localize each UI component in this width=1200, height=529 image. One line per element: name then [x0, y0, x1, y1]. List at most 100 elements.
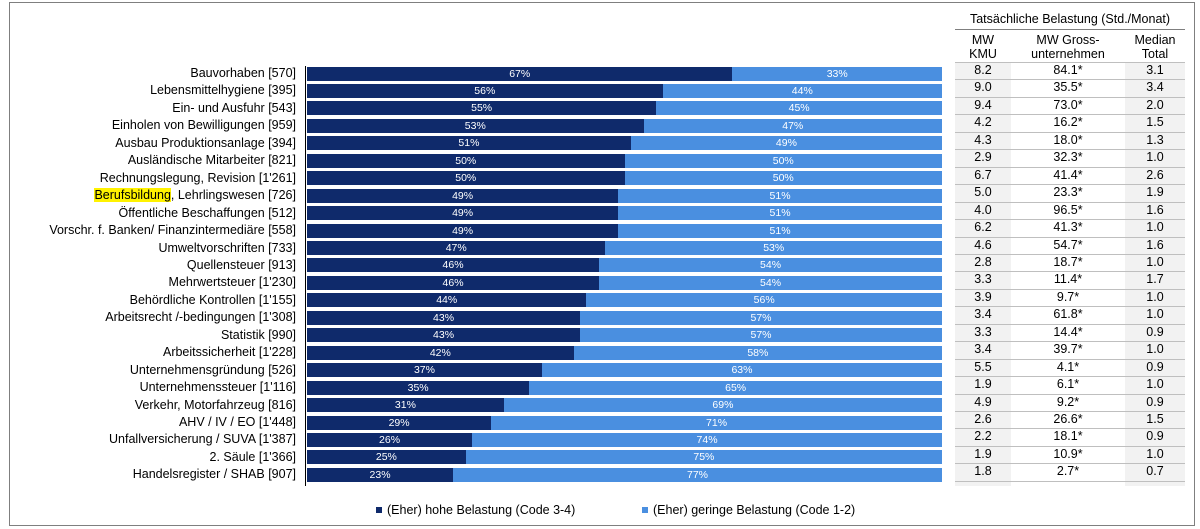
table-cell: 1.0	[1146, 254, 1164, 269]
table-cell: 1.9	[1146, 185, 1164, 200]
table-cell: 26.6*	[1053, 412, 1083, 426]
legend-item-low: (Eher) geringe Belastung (Code 1-2)	[642, 503, 855, 517]
data-label-low: 50%	[772, 172, 794, 185]
bar-high	[307, 153, 625, 168]
table-cell: 2.6	[1146, 167, 1164, 182]
data-label-high: 49%	[452, 189, 474, 202]
table-cell: 9.0	[974, 80, 992, 95]
data-label-low: 58%	[747, 346, 769, 359]
data-label-low: 45%	[788, 102, 810, 115]
data-label-low: 49%	[775, 137, 797, 150]
table-row-rule	[955, 480, 1185, 482]
table-cell: 1.9	[974, 377, 992, 392]
table-row-rule	[955, 114, 1185, 116]
bar-low	[453, 467, 942, 482]
category-label: Rechnungslegung, Revision [1'261]	[99, 170, 296, 185]
table-cell: 1.0	[1146, 220, 1164, 235]
table-row-rule	[955, 306, 1185, 308]
table-cell: 2.0	[1146, 97, 1164, 112]
chart-frame	[9, 2, 1195, 526]
table-cell: 4.0	[974, 202, 992, 217]
table-cell: 3.4	[974, 342, 992, 357]
table-cell: 3.4	[974, 307, 992, 322]
table-cell: 4.3	[974, 132, 992, 147]
table-cell: 1.5	[1146, 412, 1164, 426]
table-cell: 5.0	[974, 185, 992, 200]
data-label-high: 25%	[375, 451, 397, 464]
col-header-mw-kmu: MW KMU	[955, 33, 1011, 61]
data-label-low: 54%	[760, 276, 782, 289]
table-cell: 3.3	[974, 324, 992, 339]
category-label: Ausbau Produktionsanlage [394]	[115, 135, 296, 150]
table-title: Tatsächliche Belastung (Std./Monat)	[969, 12, 1171, 26]
col-header-line1: MW	[971, 33, 995, 47]
bar-high	[307, 241, 606, 255]
y-axis-line	[305, 66, 306, 486]
data-label-low: 71%	[706, 416, 728, 429]
table-cell: 4.1*	[1056, 359, 1080, 374]
table-cell: 0.7	[1146, 464, 1164, 479]
bar-low	[656, 101, 942, 116]
data-label-low: 51%	[769, 224, 791, 237]
data-label-high: 47%	[445, 242, 467, 254]
table-cell: 1.0	[1146, 342, 1164, 357]
data-label-high: 35%	[407, 381, 429, 394]
data-label-low: 74%	[696, 433, 718, 446]
table-row-rule	[955, 341, 1185, 343]
data-label-low: 54%	[760, 259, 782, 272]
legend-label-high: (Eher) hohe Belastung (Code 3-4)	[387, 503, 576, 517]
data-label-low: 51%	[769, 189, 791, 202]
bar-low	[541, 363, 942, 378]
table-cell: 61.8*	[1053, 307, 1083, 322]
table-cell: 4.2	[974, 115, 992, 130]
bar-high	[307, 101, 657, 116]
table-cell: 23.3*	[1053, 185, 1083, 200]
table-row-rule	[955, 463, 1185, 465]
table-cell: 32.3*	[1053, 150, 1083, 165]
data-label-low: 50%	[772, 154, 794, 167]
table-cell: 73.0*	[1053, 97, 1083, 112]
category-label: Arbeitssicherheit [1'228]	[162, 345, 296, 360]
table-row-rule	[955, 96, 1185, 98]
bar-high	[307, 223, 619, 238]
bar-high	[307, 328, 581, 343]
category-label: Bauvorhaben [570]	[190, 66, 296, 80]
bar-low	[573, 345, 942, 360]
data-label-high: 43%	[433, 311, 455, 324]
category-label: Quellensteuer [913]	[186, 257, 296, 272]
table-cell: 10.9*	[1053, 446, 1083, 461]
table-cell: 84.1*	[1053, 63, 1083, 77]
bar-low	[605, 241, 942, 255]
category-label: Statistik [990]	[220, 327, 296, 342]
table-cell: 0.9	[1146, 324, 1164, 339]
col-header-mw-gross: MW Gross- unternehmen	[1012, 33, 1124, 61]
bar-low	[599, 258, 942, 273]
category-label: 2. Säule [1'366]	[209, 449, 296, 464]
legend-label-low: (Eher) geringe Belastung (Code 1-2)	[653, 503, 856, 517]
table-cell: 1.0	[1146, 446, 1164, 461]
legend-swatch-high	[376, 506, 382, 513]
data-label-high: 46%	[442, 276, 464, 289]
table-cell: 0.9	[1146, 394, 1164, 409]
table-cell: 1.0	[1146, 289, 1164, 304]
bar-low	[618, 188, 942, 203]
table-cell: 1.7	[1146, 272, 1164, 287]
table-row-rule	[955, 201, 1185, 203]
category-label: Umweltvorschriften [733]	[158, 240, 296, 255]
table-cell: 9.4	[974, 97, 992, 112]
category-label: Unternehmensgründung [526]	[129, 362, 296, 377]
table-cell: 9.7*	[1056, 289, 1080, 304]
category-label: Vorschr. f. Banken/ Finanzintermediäre […	[49, 223, 296, 238]
bar-low	[586, 293, 942, 308]
data-label-high: 37%	[413, 364, 435, 377]
col-header-line2: KMU	[969, 47, 997, 61]
bar-low	[662, 83, 942, 98]
data-label-low: 56%	[753, 294, 775, 307]
data-label-low: 44%	[791, 84, 813, 97]
data-label-high: 43%	[433, 329, 455, 342]
bar-low	[624, 153, 942, 168]
data-label-high: 50%	[455, 172, 477, 185]
data-label-high: 67%	[509, 67, 531, 80]
bar-high	[307, 275, 600, 290]
legend-item-high: (Eher) hohe Belastung (Code 3-4)	[376, 503, 575, 517]
